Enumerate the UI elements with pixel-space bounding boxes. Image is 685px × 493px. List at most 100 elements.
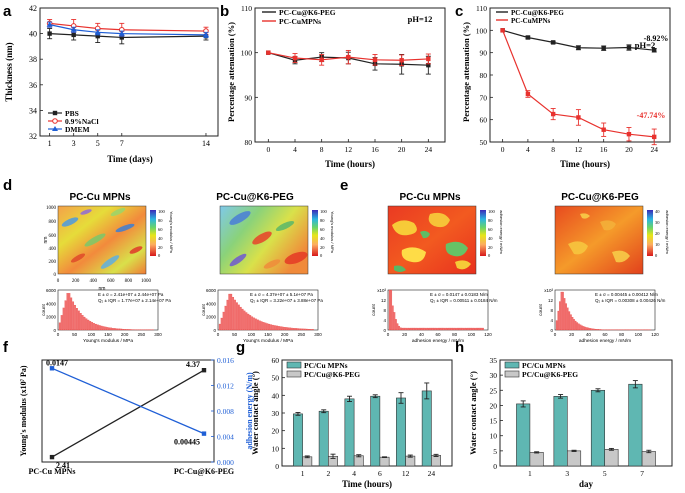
a-legend-marker <box>52 110 58 116</box>
e-hist-1-bar <box>426 327 429 331</box>
d-cbar-tick: 100 <box>320 209 328 214</box>
e-hist-1-bar <box>482 327 484 331</box>
f-adhesion-marker <box>49 366 55 371</box>
c-xtick-label: 24 <box>650 145 658 154</box>
f-label-modulus-1: 2.41 <box>56 461 70 470</box>
a-marker <box>202 31 209 37</box>
d-hist-1-bar <box>117 328 120 331</box>
b-xtick-label: 0 <box>266 145 270 154</box>
d-hist-1-bar <box>123 329 126 331</box>
d-hist-2-xtick: 300 <box>314 332 322 337</box>
d-hist-1-bar <box>96 324 99 331</box>
e-hist-1-ytick: 8 <box>383 308 386 313</box>
e-hist-1-bar <box>425 327 427 331</box>
a-ytick-label: 38 <box>29 55 37 64</box>
e-hist-1-bar <box>392 305 394 331</box>
d-stats-1-mean: E ± σ = 2.41e+07 ± 2.44e+07 Pa <box>98 292 164 297</box>
c-title: pH=2 <box>635 40 655 50</box>
a-xtick-label: 5 <box>96 139 100 148</box>
d-hist-2-bar <box>241 308 244 331</box>
e-hist-1-xtick: 40 <box>419 332 425 337</box>
g-ytick-label: 30 <box>272 409 280 418</box>
e-hist-1-bar <box>458 327 461 331</box>
d-hist-2-bar <box>222 311 225 331</box>
h-bar <box>516 403 531 467</box>
d-hist-1-ytick: 2000 <box>46 315 57 320</box>
c-ytick-label: 60 <box>480 116 488 125</box>
h-xtick-label: 1 <box>528 469 532 478</box>
b-title: pH=12 <box>408 14 433 24</box>
d-cbar-tick: 80 <box>158 218 163 223</box>
c-ytick-label: 90 <box>480 49 488 58</box>
d-hist-1-bar <box>94 323 97 331</box>
e-hist-2-bar <box>579 324 582 331</box>
g-xtick-label: 4 <box>352 469 356 478</box>
e-cbar-tick: 60 <box>488 227 493 232</box>
d-hist-2-bar <box>226 299 229 331</box>
d-map-1-xunit: nm <box>99 286 106 292</box>
g-bar <box>379 456 390 467</box>
g-bar <box>318 410 329 467</box>
c-marker <box>500 28 505 33</box>
f-label-adhesion-1: 0.0147 <box>46 358 68 367</box>
c-ytick-label: 100 <box>476 26 488 35</box>
e-hist-1-bar <box>469 327 472 331</box>
e-hist-1-bar <box>418 327 421 331</box>
f-adhesion-marker <box>201 431 207 436</box>
d-hist-2-xtick: 0 <box>217 332 220 337</box>
d-hist-2-bar <box>255 318 257 331</box>
e-cbar-tick: 20 <box>655 231 660 236</box>
e-hist-1-ytick: 4 <box>383 318 386 323</box>
a-ytick-label: 36 <box>29 81 37 90</box>
e-hist-2-xlabel: adhesion energy / mN/m <box>579 338 631 344</box>
d-hist-1-bar <box>93 323 95 331</box>
f-ylabel: Young's modulus (x10⁷ Pa) <box>19 365 28 456</box>
g-bar <box>396 397 406 467</box>
f-y2tick-label: 0.008 <box>217 407 234 416</box>
e-hist-2-xtick: 0 <box>554 332 557 337</box>
g-xtick-label: 1 <box>301 469 305 478</box>
chart-b-ph12: 80 90 100 110 0 4 8 12 16 20 24 Percentage attenuat… <box>226 4 446 169</box>
h-bar <box>628 383 643 467</box>
chart-f-modulus-adhesion: 0.000 0.004 0.008 0.012 0.016 2.41 4.37 0.0147 0… <box>19 356 254 476</box>
g-bar <box>293 413 303 467</box>
e-hist-1-bar <box>401 327 404 331</box>
e-stats-1-median: Q₂ ± IQR = 0.00511 ± 0.0184 N/m <box>430 298 498 303</box>
d-hist-2-bar <box>237 304 240 331</box>
e-hist-1-ylabel: count <box>371 303 377 315</box>
b-xtick-label: 8 <box>320 145 324 154</box>
e-hist-2-bar <box>589 328 591 331</box>
a-ytick-label: 34 <box>29 106 37 115</box>
d-hist-2-bar <box>274 325 276 331</box>
d-cbar-tick: 40 <box>320 236 325 241</box>
c-legend-label: PC-Cu@K6-PEG <box>511 9 564 17</box>
e-hist-2-bar <box>568 311 571 331</box>
d-map-tick: 800 <box>49 220 57 225</box>
a-ylabel: Thickness (nm) <box>4 42 14 101</box>
a-marker <box>95 33 100 39</box>
e-hist-2-bar <box>600 329 602 331</box>
d-hist-1-bar <box>77 310 80 331</box>
h-bar <box>641 451 656 467</box>
d-hist-1-bar <box>129 329 132 331</box>
c-legend-label: PC-CuMPNs <box>511 17 551 25</box>
d-hist-1-xtick: 0 <box>57 332 60 337</box>
g-bar <box>431 455 441 467</box>
g-bar <box>353 455 364 467</box>
g-xlabel: Time (hours) <box>342 479 392 489</box>
panel-letter-g: g <box>236 339 245 356</box>
d-hist-1-xtick: 100 <box>88 332 96 337</box>
e-hist-1-bar <box>437 327 440 331</box>
f-modulus-marker <box>49 454 55 460</box>
h-xtick-label: 7 <box>640 469 644 478</box>
e-hist-1-bar <box>396 323 399 331</box>
c-axes-frame <box>489 7 671 143</box>
e-hist-1-bar <box>390 289 393 331</box>
d-hist-2-bar <box>239 306 242 331</box>
a-marker <box>71 32 76 38</box>
d-hist-1-xlabel: Young's modulus / MPa <box>83 338 133 344</box>
e-hist-2-ytick: 8 <box>550 308 553 313</box>
e-hist-1-ytick: 12 <box>381 298 387 303</box>
e-hist-1-xtick: 100 <box>468 332 476 337</box>
